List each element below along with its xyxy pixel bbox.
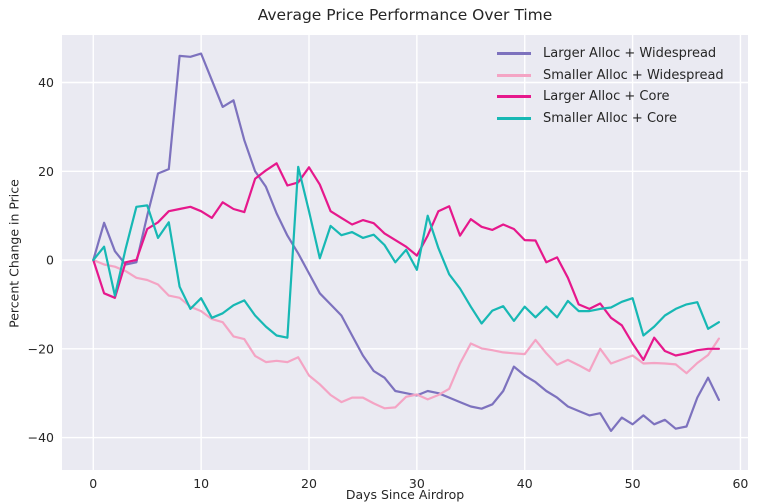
y-tick-label: −20: [28, 341, 54, 356]
y-tick-label: 20: [38, 164, 54, 179]
legend-swatch: [497, 95, 531, 99]
y-tick-label: −40: [28, 430, 54, 445]
legend-label: Smaller Alloc + Widespread: [543, 67, 724, 83]
chart-title: Average Price Performance Over Time: [257, 6, 553, 24]
legend-label: Larger Alloc + Widespread: [543, 46, 717, 62]
legend-swatch: [497, 73, 531, 77]
series-line: [92, 162, 721, 361]
y-tick-label: 0: [46, 253, 54, 268]
x-axis-label: Days Since Airdrop: [345, 487, 465, 502]
x-tick-label: 60: [732, 476, 748, 491]
x-tick-label: 30: [409, 476, 425, 491]
series-line: [92, 258, 721, 410]
x-tick-label: 40: [517, 476, 533, 491]
legend-item: Smaller Alloc + Widespread: [497, 65, 724, 87]
x-tick-label: 20: [301, 476, 317, 491]
legend: Larger Alloc + Widespread Smaller Alloc …: [497, 43, 724, 129]
legend-swatch: [497, 116, 531, 120]
x-tick-label: 50: [625, 476, 641, 491]
legend-label: Larger Alloc + Core: [543, 89, 670, 105]
series-line: [92, 52, 721, 432]
y-tick-label: 40: [38, 75, 54, 90]
x-tick-label: 0: [89, 476, 97, 491]
legend-item: Larger Alloc + Core: [497, 86, 724, 108]
legend-label: Smaller Alloc + Core: [543, 110, 678, 126]
legend-swatch: [497, 52, 531, 56]
y-axis-label: Percent Change in Price: [6, 179, 22, 328]
legend-item: Larger Alloc + Widespread: [497, 43, 724, 65]
x-tick-label: 10: [193, 476, 209, 491]
series-line: [92, 165, 721, 339]
legend-item: Smaller Alloc + Core: [497, 108, 724, 130]
